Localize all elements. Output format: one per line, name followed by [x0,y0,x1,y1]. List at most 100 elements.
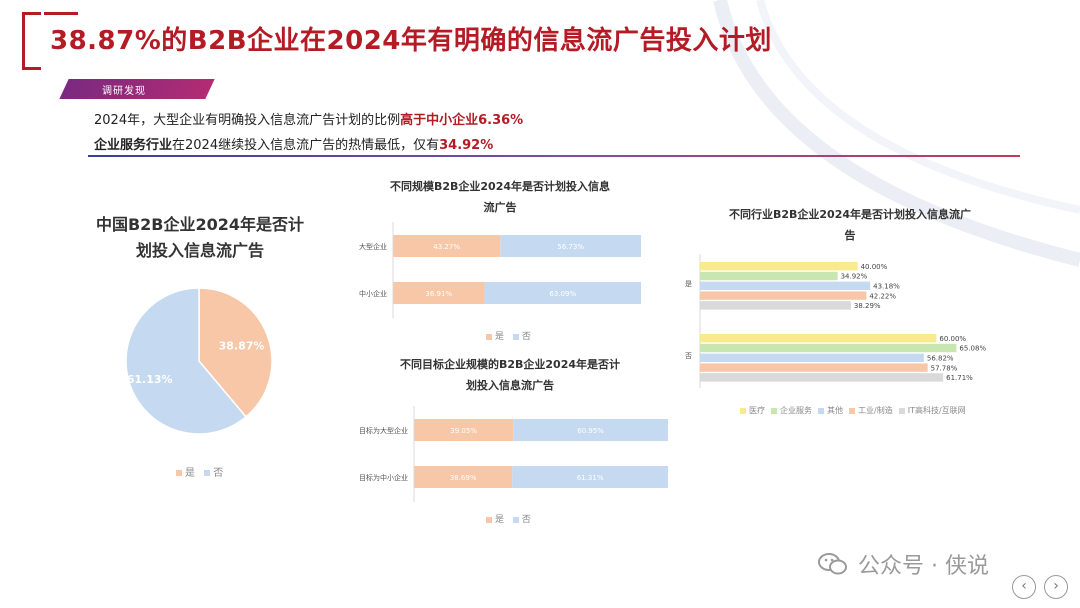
industry-title-line1: 不同行业B2B企业2024年是否计划投入信息流广 [728,208,972,221]
bar-segment-4 [700,363,928,372]
bar-data-label: 40.00% [861,263,888,271]
finding-1: 2024年，大型企业有明确投入信息流广告计划的比例高于中小企业6.36% [94,109,523,128]
bar-data-label: 63.09% [549,290,576,298]
bar-segment-2 [700,343,957,353]
legend-label: 工业/制造 [858,406,893,415]
next-button[interactable]: › [1044,575,1068,599]
divider-line [88,155,1020,157]
bar-segment-3 [700,281,871,290]
bar-data-label: 61.71% [946,374,973,382]
bar-segment-no [500,235,641,257]
bar-segment-3 [700,353,924,362]
finding-2-highlight: 34.92% [439,138,494,153]
bar-data-label: 39.05% [450,427,477,435]
bar-category-label: 中小企业 [359,289,387,298]
legend-label-yes: 是 [185,468,195,479]
wechat-icon [818,553,847,575]
finding-2-text: 在2024继续投入信息流广告的热情最低，仅有 [172,138,440,153]
legend-swatch-yes [486,333,492,340]
size-chart-title: 不同规模B2B企业2024年是否计划投入信息 流广告 [350,176,650,218]
pie-chart-title: 中国B2B企业2024年是否计 划投入信息流广告 [60,212,340,264]
bar-segment-yes [414,419,514,441]
bar-data-label: 60.00% [939,335,966,343]
legend-swatch [771,407,777,414]
legend-swatch-yes [176,470,182,476]
size-stacked-bar-chart: 大型企业 43.27% 56.73% 中小企业 36.91% 63.09% [359,222,641,318]
legend-swatch [740,407,746,414]
prev-button[interactable]: ‹ [1012,575,1036,599]
bar-segment-no [484,282,641,304]
finding-2-bold: 企业服务行业 [94,138,173,153]
pie-legend: 是 否 [170,464,223,479]
industry-chart-title: 不同行业B2B企业2024年是否计划投入信息流广 告 [700,204,1000,246]
bar-segment-yes [393,282,485,304]
tag-label: 调研发现 [102,86,146,97]
bar-data-label: 43.18% [873,283,900,291]
industry-legend: 医疗 企业服务 其他 工业/制造 IT高科技/互联网 [734,405,966,416]
legend-swatch [898,407,905,414]
bar-data-label: 56.82% [927,355,954,363]
legend-label: IT高科技/互联网 [907,406,966,415]
title-bracket-icon [22,12,41,70]
pie-data-label: 38.87% [219,339,265,352]
pie-data-label: 61.13% [127,373,173,386]
target-legend: 是 否 [480,512,531,525]
bar-data-label: 57.78% [931,364,958,372]
bar-data-label: 38.29% [854,302,881,310]
legend-swatch-no [512,516,519,523]
industry-title-line2: 告 [844,229,856,242]
bar-segment-2 [700,271,838,281]
pie-slice-no [125,287,248,435]
bar-data-label: 60.95% [577,427,604,435]
legend-swatch [818,407,824,414]
bar-segment-yes [393,235,501,257]
bar-segment-1 [700,334,937,343]
legend-label: 其他 [827,406,843,415]
target-stacked-bar-chart: 目标为大型企业 39.05% 60.95% 目标为中小企业 38.69% 61.31% [359,406,668,502]
target-title-line2: 划投入信息流广告 [466,379,554,392]
bar-data-label: 42.22% [869,292,896,300]
legend-label-yes: 是 [495,332,505,342]
bar-segment-no [512,466,668,488]
bar-segment-yes [414,466,513,488]
size-legend: 是 否 [480,329,531,342]
finding-2: 企业服务行业在2024继续投入信息流广告的热情最低，仅有34.92% [94,134,493,153]
bar-category-label: 大型企业 [359,242,387,251]
legend-label-no: 否 [213,468,224,479]
bar-segment-4 [700,291,867,300]
bar-data-label: 38.69% [450,474,477,482]
legend-label: 企业服务 [780,406,812,415]
finding-1-highlight: 高于中小企业6.36% [400,113,524,128]
legend-label: 医疗 [749,406,765,415]
bar-category-label: 否 [685,352,692,360]
bar-segment-no [513,419,668,441]
bar-data-label: 43.27% [433,243,460,251]
legend-swatch-yes [486,516,492,523]
pie-chart: 38.87% 61.13% [125,287,273,435]
bar-segment-5 [700,301,851,310]
bar-data-label: 61.31% [577,474,604,482]
target-title-line1: 不同目标企业规模的B2B企业2024年是否计 [399,358,621,371]
bar-segment-1 [700,262,858,271]
bar-data-label: 36.91% [425,290,452,298]
bar-category-label: 是 [685,280,692,288]
size-title-line2: 流广告 [483,201,517,214]
pie-slice-yes [198,287,273,418]
bar-data-label: 65.08% [959,345,986,353]
size-title-line1: 不同规模B2B企业2024年是否计划投入信息 [389,180,611,193]
legend-label-no: 否 [521,332,531,342]
watermark-text: 公众号 · 侠说 [858,554,989,579]
title-bracket-top-icon [44,12,78,15]
legend-swatch-no [512,333,519,340]
bar-segment-5 [700,373,944,382]
legend-swatch [849,407,855,414]
legend-label-yes: 是 [495,515,505,525]
industry-grouped-bar-chart: 是 40.00% 34.92% 43.18%42.22% 38.29% 否 60.00% 65… [685,254,986,388]
bar-data-label: 34.92% [841,273,868,281]
legend-swatch-no [204,470,211,476]
pie-title-line1: 中国B2B企业2024年是否计 [95,215,305,234]
legend-label-no: 否 [521,515,531,525]
pie-title-line2: 划投入信息流广告 [135,241,264,260]
target-chart-title: 不同目标企业规模的B2B企业2024年是否计 划投入信息流广告 [350,354,670,396]
